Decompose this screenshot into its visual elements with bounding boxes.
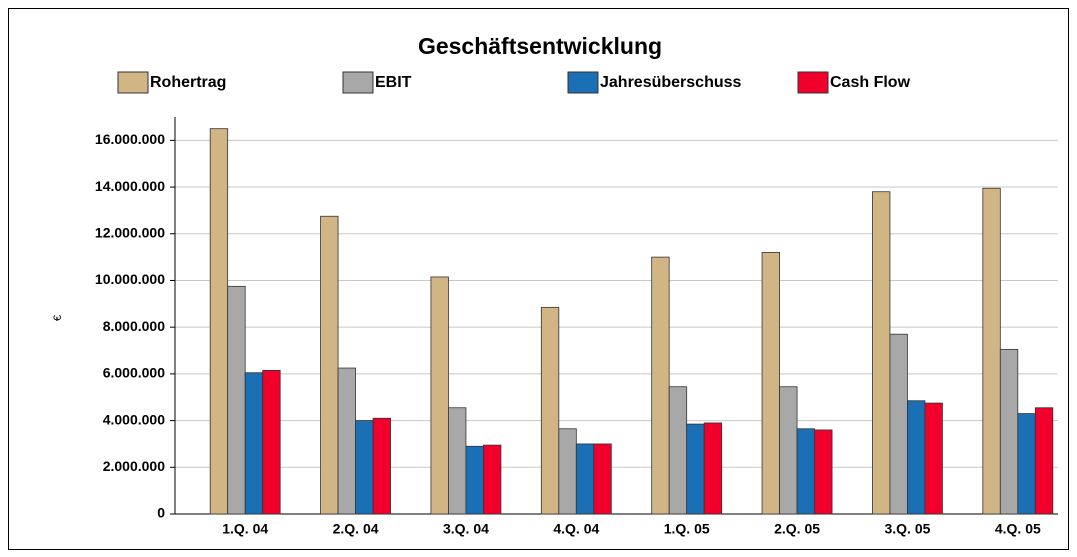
- bar: [593, 443, 612, 515]
- bar: [575, 443, 595, 515]
- x-tick-label: 3.Q. 05: [884, 521, 930, 537]
- bar: [540, 306, 560, 515]
- bar: [244, 372, 264, 515]
- legend-label: Jahresüberschuss: [600, 74, 742, 91]
- bar: [430, 276, 449, 515]
- y-tick-label: 4.000.000: [103, 411, 165, 427]
- legend-label: Cash Flow: [830, 74, 911, 91]
- bar: [558, 428, 577, 515]
- y-tick-label: 12.000.000: [95, 224, 165, 240]
- y-tick-label: 6.000.000: [103, 365, 165, 381]
- bar: [686, 423, 705, 515]
- x-tick-label: 3.Q. 04: [443, 521, 489, 537]
- x-tick-label: 2.Q. 05: [774, 521, 820, 537]
- bar: [1034, 407, 1054, 515]
- legend-swatch: [797, 71, 829, 94]
- bar: [337, 367, 356, 515]
- bar: [872, 191, 891, 515]
- bar: [761, 252, 780, 515]
- x-tick-label: 4.Q. 05: [995, 521, 1041, 537]
- y-tick-label: 10.000.000: [95, 271, 165, 287]
- bar: [796, 428, 815, 515]
- x-tick-label: 2.Q. 04: [333, 521, 379, 537]
- bar: [355, 420, 374, 515]
- y-tick-label: 16.000.000: [95, 131, 165, 147]
- legend-label: Rohertrag: [150, 74, 226, 91]
- chart-title: Geschäftsentwicklung: [418, 33, 662, 59]
- bar: [999, 348, 1019, 515]
- bar: [1017, 413, 1036, 515]
- bar: [227, 285, 246, 515]
- bar: [779, 386, 798, 515]
- bar: [651, 256, 670, 515]
- y-tick-label: 2.000.000: [103, 458, 165, 474]
- bar: [262, 369, 281, 515]
- bar: [814, 429, 833, 515]
- x-tick-label: 4.Q. 04: [553, 521, 599, 537]
- bar: [483, 444, 502, 515]
- bar: [668, 386, 688, 515]
- x-tick-label: 1.Q. 05: [664, 521, 710, 537]
- bar: [372, 417, 391, 515]
- bar: [320, 215, 339, 515]
- bar: [703, 422, 723, 515]
- legend-label: EBIT: [375, 74, 412, 91]
- y-tick-label: 8.000.000: [103, 318, 165, 334]
- bar: [889, 333, 908, 515]
- legend-swatch: [117, 71, 149, 94]
- bar: [448, 407, 467, 515]
- x-tick-label: 1.Q. 04: [222, 521, 268, 537]
- bar: [924, 402, 943, 515]
- y-tick-label: 0: [157, 505, 165, 521]
- legend-swatch: [342, 71, 374, 94]
- bar: [907, 400, 926, 515]
- legend-swatch: [567, 71, 599, 94]
- bar: [209, 128, 229, 515]
- bar: [982, 187, 1001, 515]
- y-axis-label: €: [52, 315, 64, 321]
- bar: [465, 445, 484, 515]
- y-tick-label: 14.000.000: [95, 178, 165, 194]
